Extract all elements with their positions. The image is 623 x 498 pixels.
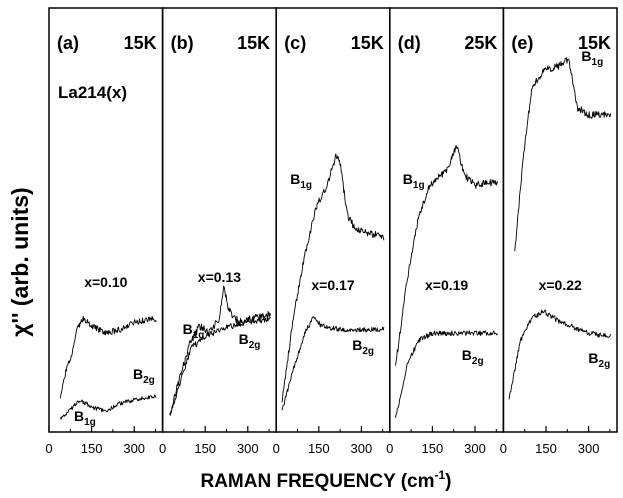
panel-a-temperature: 15K	[124, 33, 157, 53]
panel-d-temperature: 25K	[464, 33, 497, 53]
panel-a-series-label-B2g: B2g	[133, 366, 155, 386]
panel-d-frame	[389, 7, 505, 433]
x-tick-label: 0	[273, 441, 280, 456]
x-axis-label-text: RAMAN FREQUENCY (cm	[200, 471, 434, 492]
x-axis-label-end: )	[445, 471, 451, 492]
panel-b-doping: x=0.13	[198, 269, 241, 285]
panel-a-letter: (a)	[57, 33, 79, 53]
panel-d: (d) 25K x=0.19 B1g B2g	[389, 7, 505, 433]
panel-a-series-B2g	[59, 315, 157, 399]
panel-c-series-label-B2g: B2g	[352, 337, 374, 357]
panel-b-series-label-B1g: B1g	[183, 321, 205, 341]
panel-a-frame	[48, 7, 164, 433]
panel-b-temperature: 15K	[237, 33, 270, 53]
panel-e-series-B2g	[508, 309, 612, 400]
panel-b-frame	[161, 7, 277, 433]
panel-c-letter: (c)	[284, 33, 306, 53]
x-tick-label: 0	[45, 441, 52, 456]
panel-b-series-label-B2g: B2g	[239, 331, 261, 351]
x-tick-label: 300	[237, 441, 259, 456]
panel-e-temperature: 15K	[578, 33, 611, 53]
panel-c: (c) 15K x=0.17 B1g B2g	[275, 7, 391, 433]
x-axis-label-superscript: -1	[435, 468, 446, 482]
panel-b-series-B1g	[169, 285, 271, 416]
panel-b: (b) 15K x=0.13 B1g B2g	[161, 7, 277, 433]
panel-c-series-B1g	[281, 153, 385, 403]
panel-d-series-B1g	[395, 144, 498, 366]
panel-b-series-B2g	[169, 316, 271, 415]
x-tick-label: 0	[500, 441, 507, 456]
panel-c-temperature: 15K	[351, 33, 384, 53]
x-tick-label: 150	[194, 441, 216, 456]
x-tick-label: 150	[535, 441, 557, 456]
x-tick-label: 150	[81, 441, 103, 456]
panel-a: (a) 15K x=0.10 B2g B1g	[48, 7, 164, 433]
x-tick-label: 0	[159, 441, 166, 456]
panel-a-doping: x=0.10	[84, 274, 127, 290]
panel-d-series-label-B1g: B1g	[403, 171, 425, 191]
panel-e-series-B1g	[514, 57, 612, 252]
panel-e-series-label-B2g: B2g	[588, 350, 610, 370]
panel-e-series-label-B1g: B1g	[581, 48, 603, 68]
x-tick-label: 0	[386, 441, 393, 456]
x-tick-label: 300	[464, 441, 486, 456]
panel-d-series-B2g	[395, 330, 498, 418]
panel-c-series-label-B1g: B1g	[290, 171, 312, 191]
panel-b-letter: (b)	[171, 33, 194, 53]
y-axis-label: χ'' (arb. units)	[7, 187, 33, 336]
sample-label: La214(x)	[58, 83, 127, 102]
panel-a-series-B1g	[59, 394, 157, 420]
x-tick-label: 300	[578, 441, 600, 456]
x-tick-label: 300	[123, 441, 145, 456]
panel-e: (e) 15K x=0.22 B1g B2g	[502, 7, 618, 433]
panel-c-doping: x=0.17	[311, 277, 354, 293]
x-axis-label: RAMAN FREQUENCY (cm-1)	[200, 468, 451, 492]
panel-d-doping: x=0.19	[425, 277, 468, 293]
panel-d-letter: (d)	[398, 33, 421, 53]
panel-d-series-label-B2g: B2g	[462, 347, 484, 367]
sample-label-text: La214(x)	[58, 83, 127, 102]
x-tick-label: 150	[308, 441, 330, 456]
panel-c-series-B2g	[281, 316, 385, 411]
panel-e-frame	[502, 7, 618, 433]
panel-a-series-label-B1g: B1g	[74, 408, 96, 428]
y-axis-label-text: χ'' (arb. units)	[7, 187, 33, 336]
panel-e-doping: x=0.22	[539, 277, 582, 293]
x-ticks-layer: 0 150 300 0 150 300 0 150 300 0 150 300 0 150 300	[45, 441, 599, 456]
panels-layer: (a) 15K x=0.10 B2g B1g (b) 15K x=0.13 B1g B2g (c) 1…	[48, 7, 618, 433]
panel-e-letter: (e)	[511, 33, 533, 53]
x-tick-label: 300	[351, 441, 373, 456]
x-tick-label: 150	[422, 441, 444, 456]
